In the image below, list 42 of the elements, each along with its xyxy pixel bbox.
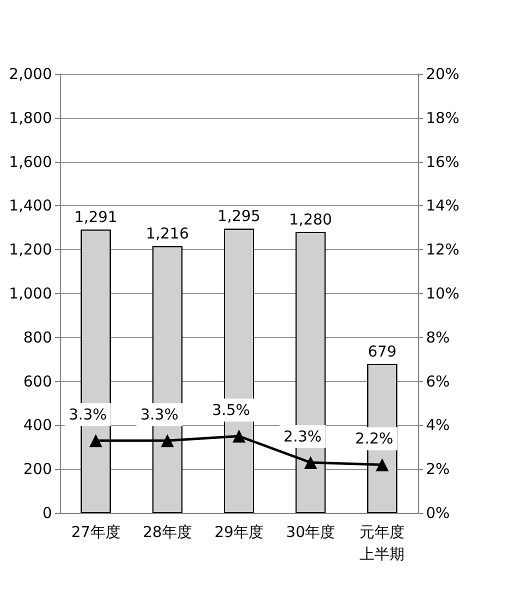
x-tick-label: 28年度	[142, 523, 192, 541]
point	[304, 456, 318, 470]
data-label: 1,280	[289, 210, 332, 229]
y-tick-label: 1,400	[9, 196, 52, 215]
data-label: 3.5%	[212, 401, 250, 420]
data-label: 2.2%	[355, 430, 394, 448]
y-tick-label: 400	[23, 416, 52, 434]
y2-tick-label: 18%	[426, 108, 460, 127]
y-tick-label: 2,000	[9, 65, 52, 83]
y2-tick-label: 14%	[426, 196, 460, 215]
y2-tick-label: 2%	[426, 460, 450, 478]
y2-tick-label: 8%	[426, 328, 450, 346]
y2-tick-label: 0%	[426, 504, 450, 522]
point	[160, 434, 174, 448]
y-tick-label: 800	[23, 328, 52, 346]
point	[232, 430, 246, 443]
data-label: 1,295	[218, 207, 260, 226]
y2-tick-label: 4%	[426, 416, 450, 434]
x-tick-label: 元年度上半期	[360, 523, 405, 563]
data-label: 2.3%	[284, 428, 322, 446]
y2-tick-label: 16%	[426, 152, 460, 171]
data-label: 3.3%	[68, 406, 107, 424]
point	[376, 458, 389, 472]
y2-tick-label: 20%	[426, 65, 460, 83]
y-tick-label: 0	[42, 504, 52, 522]
y-tick-label: 200	[23, 460, 52, 478]
y-tick-label: 1,600	[9, 152, 52, 171]
data-label: 1,291	[74, 208, 118, 226]
y2-tick-label: 10%	[426, 284, 460, 302]
y-tick-label: 600	[23, 372, 52, 390]
y-tick-label: 1,200	[9, 240, 52, 259]
y-tick-label: 1,800	[9, 108, 52, 127]
y2-tick-label: 12%	[426, 240, 460, 259]
x-tick-label: 27年度	[71, 523, 120, 541]
x-tick-label: 30年度	[286, 523, 336, 541]
x-tick-label: 29年度	[214, 523, 264, 541]
y-tick-label: 1,000	[9, 284, 52, 302]
data-label: 679	[368, 342, 397, 360]
data-label: 1,216	[146, 224, 189, 243]
point	[89, 434, 102, 448]
data-label: 3.3%	[140, 406, 178, 424]
y2-tick-label: 6%	[426, 372, 450, 390]
